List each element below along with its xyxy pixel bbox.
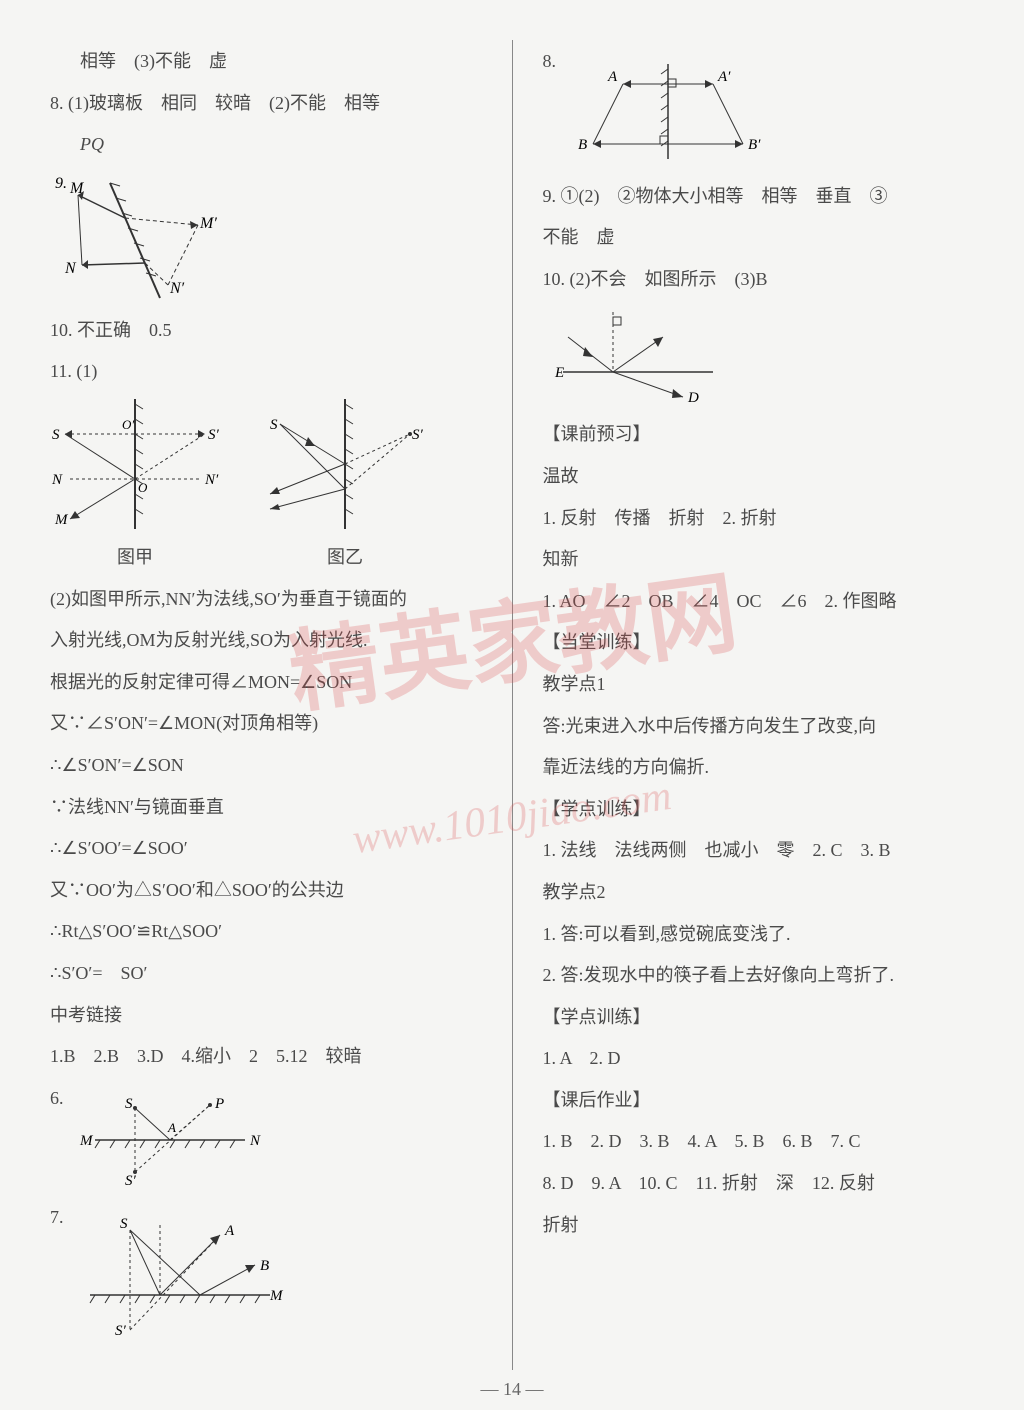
answer-line: 1. 法线 法线两侧 也减小 零 2. C 3. B	[543, 831, 975, 871]
answer-line: 靠近法线的方向偏折.	[543, 748, 975, 788]
answer-line: 10. 不正确 0.5	[50, 311, 482, 351]
answer-line: 相等 (3)不能 虚	[50, 42, 482, 82]
svg-text:M: M	[79, 1133, 94, 1149]
proof-line: 入射光线,OM为反射光线,SO为入射光线.	[50, 621, 482, 661]
diagram-row: S S′ O′ N N′ O M 图甲	[50, 394, 482, 578]
answer-line: 8. (1)玻璃板 相同 较暗 (2)不能 相等	[50, 84, 482, 124]
svg-text:M: M	[269, 1288, 284, 1304]
label-Mp: M′	[199, 215, 217, 232]
svg-text:S: S	[52, 427, 60, 443]
page-number: — 14 —	[481, 1379, 544, 1400]
svg-text:N′: N′	[204, 472, 219, 488]
svg-text:S: S	[270, 417, 278, 433]
svg-text:N: N	[249, 1133, 261, 1149]
svg-text:A: A	[224, 1223, 235, 1239]
diagram-10-right: E D	[553, 307, 975, 407]
svg-text:B′: B′	[748, 137, 761, 153]
diagram-label-jia: 图甲	[50, 538, 220, 578]
svg-text:D: D	[687, 390, 699, 406]
proof-line: 又∵OO′为△S′OO′和△SOO′的公共边	[50, 871, 482, 911]
section-homework: 【课后作业】	[543, 1081, 975, 1121]
proof-line: ∴S′O′= SO′	[50, 954, 482, 994]
answer-line: 1.B 2.B 3.D 4.缩小 2 5.12 较暗	[50, 1037, 482, 1077]
diagram-label-yi: 图乙	[260, 538, 430, 578]
svg-text:M: M	[54, 512, 69, 528]
svg-text:N: N	[51, 472, 63, 488]
svg-text:P: P	[214, 1096, 224, 1112]
answer-line: 8. D 9. A 10. C 11. 折射 深 12. 反射	[543, 1164, 975, 1204]
diagram-jia: S S′ O′ N N′ O M 图甲	[50, 394, 220, 578]
answer-line: 答:光束进入水中后传播方向发生了改变,向	[543, 707, 975, 747]
answer-line: 温故	[543, 457, 975, 497]
proof-line: ∴∠S′OO′=∠SOO′	[50, 829, 482, 869]
svg-text:A′: A′	[717, 69, 731, 85]
diagram-9: 9. M M′ N N′	[50, 173, 482, 303]
diagram-7: S A B M S′	[70, 1210, 482, 1340]
label-9: 9.	[55, 175, 67, 192]
proof-line: 根据光的反射定律可得∠MON=∠SON	[50, 663, 482, 703]
mirror-diagram-icon: 9. M M′ N N′	[50, 173, 230, 303]
section-zhongkao: 中考链接	[50, 996, 482, 1036]
answer-line: 10. (2)不会 如图所示 (3)B	[543, 260, 975, 300]
answer-line: 折射	[543, 1206, 975, 1246]
section-preview: 【课前预习】	[543, 415, 975, 455]
svg-text:B: B	[260, 1258, 269, 1274]
diagram-8-right: A A′ B B′	[563, 59, 975, 169]
svg-text:S: S	[125, 1096, 133, 1112]
label-N: N	[64, 260, 77, 277]
svg-text:S′: S′	[125, 1173, 137, 1189]
svg-text:S′: S′	[412, 427, 424, 443]
proof-line: ∴Rt△S′OO′≌Rt△SOO′	[50, 912, 482, 952]
column-divider	[512, 40, 513, 1370]
svg-text:O′: O′	[122, 417, 134, 432]
answer-line: 不能 虚	[543, 218, 975, 258]
left-column: 相等 (3)不能 虚 8. (1)玻璃板 相同 较暗 (2)不能 相等 PQ 9…	[50, 40, 492, 1370]
page-container: 相等 (3)不能 虚 8. (1)玻璃板 相同 较暗 (2)不能 相等 PQ 9…	[50, 40, 974, 1370]
diagram-yi: S S′ 图乙	[260, 394, 430, 578]
answer-line: 教学点1	[543, 665, 975, 705]
answer-line: 1. B 2. D 3. B 4. A 5. B 6. B 7. C	[543, 1122, 975, 1162]
right-column: 8. A A′ B B′	[533, 40, 975, 1370]
svg-text:B: B	[578, 137, 587, 153]
section-practice-2: 【学点训练】	[543, 998, 975, 1038]
proof-line: 又∵∠S′ON′=∠MON(对顶角相等)	[50, 704, 482, 744]
section-practice: 【学点训练】	[543, 790, 975, 830]
answer-line: 1. 反射 传播 折射 2. 折射	[543, 499, 975, 539]
svg-text:S′: S′	[208, 427, 220, 443]
answer-line: 1. AO ∠2 OB ∠4 OC ∠6 2. 作图略	[543, 582, 975, 622]
section-class: 【当堂训练】	[543, 623, 975, 663]
answer-line: 2. 答:发现水中的筷子看上去好像向上弯折了.	[543, 956, 975, 996]
svg-text:E: E	[554, 365, 564, 381]
answer-line: 11. (1)	[50, 352, 482, 392]
svg-text:A: A	[167, 1120, 176, 1135]
diagram-6: M N S P A S′	[70, 1090, 482, 1190]
answer-line: 知新	[543, 540, 975, 580]
svg-text:S: S	[120, 1216, 128, 1232]
answer-line: 1. A 2. D	[543, 1039, 975, 1079]
proof-line: ∴∠S′ON′=∠SON	[50, 746, 482, 786]
svg-text:A: A	[607, 69, 618, 85]
svg-text:O: O	[138, 480, 148, 495]
answer-line: PQ	[50, 125, 482, 165]
proof-line: (2)如图甲所示,NN′为法线,SO′为垂直于镜面的	[50, 580, 482, 620]
label-Np: N′	[169, 280, 185, 297]
answer-line: 1. 答:可以看到,感觉碗底变浅了.	[543, 915, 975, 955]
svg-text:S′: S′	[115, 1323, 127, 1339]
answer-line: 9. ①(2) ②物体大小相等 相等 垂直 ③	[543, 177, 975, 217]
answer-line: 教学点2	[543, 873, 975, 913]
proof-line: ∵法线NN′与镜面垂直	[50, 788, 482, 828]
